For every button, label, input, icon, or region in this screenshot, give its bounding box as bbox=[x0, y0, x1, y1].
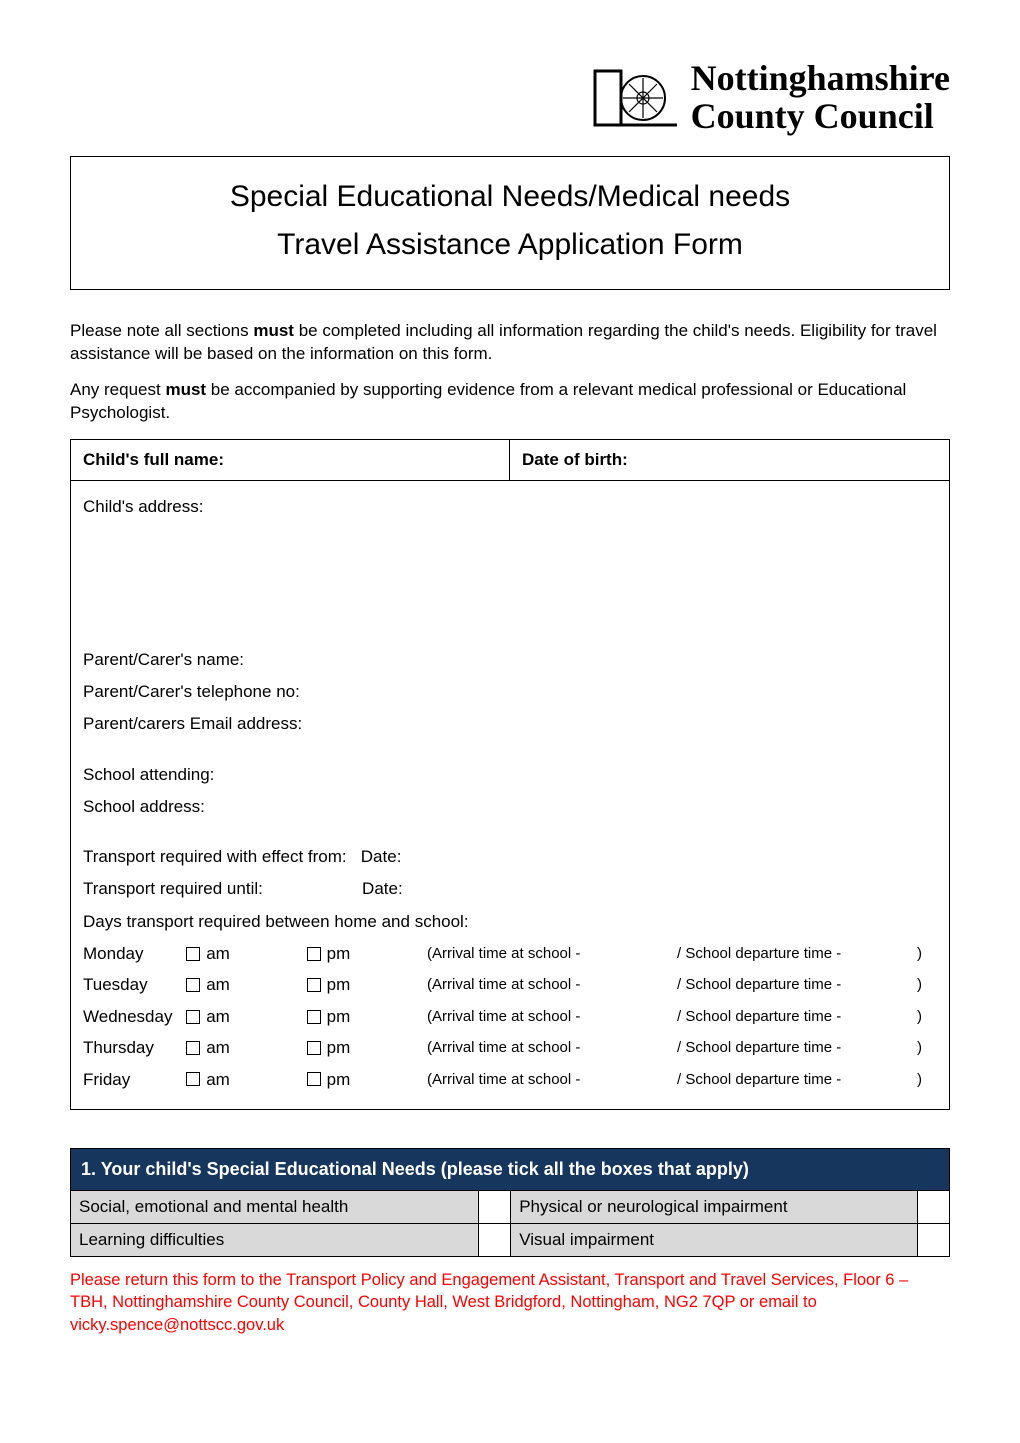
day-row-wednesday: Wednesday am pm (Arrival time at school … bbox=[83, 1001, 937, 1032]
departure-label: / School departure time - bbox=[677, 1003, 917, 1031]
departure-label: / School departure time - bbox=[677, 940, 917, 968]
parent-email-label: Parent/carers Email address: bbox=[83, 708, 937, 740]
need-visual-checkbox[interactable] bbox=[918, 1224, 950, 1257]
pm-label: pm bbox=[327, 1064, 351, 1095]
form-title-box: Special Educational Needs/Medical needs … bbox=[70, 156, 950, 290]
am-label: am bbox=[206, 938, 230, 969]
need-visual: Visual impairment bbox=[511, 1224, 918, 1257]
transport-from-label: Transport required with effect from: bbox=[83, 847, 347, 866]
council-logo-text: Nottinghamshire County Council bbox=[691, 60, 950, 136]
days-required-label: Days transport required between home and… bbox=[83, 906, 937, 938]
child-name-label: Child's full name: bbox=[71, 440, 510, 480]
am-label: am bbox=[206, 969, 230, 1000]
transport-until-label: Transport required until: bbox=[83, 879, 263, 898]
arrival-label: (Arrival time at school - bbox=[427, 1066, 677, 1094]
form-title-line1: Special Educational Needs/Medical needs bbox=[71, 173, 949, 221]
sen-needs-table: 1. Your child's Special Educational Need… bbox=[70, 1148, 950, 1257]
spacer bbox=[83, 741, 937, 759]
need-learning: Learning difficulties bbox=[71, 1224, 479, 1257]
friday-pm-checkbox[interactable] bbox=[307, 1072, 321, 1086]
council-logo: Nottinghamshire County Council bbox=[591, 60, 950, 136]
close-paren: ) bbox=[917, 1003, 937, 1031]
need-social-emotional: Social, emotional and mental health bbox=[71, 1191, 479, 1224]
am-label: am bbox=[206, 1064, 230, 1095]
instruction-paragraph-2: Any request must be accompanied by suppo… bbox=[70, 379, 950, 425]
transport-from-row: Transport required with effect from: Dat… bbox=[83, 841, 937, 873]
wednesday-pm-checkbox[interactable] bbox=[307, 1010, 321, 1024]
need-social-emotional-checkbox[interactable] bbox=[479, 1191, 511, 1224]
table-row: Learning difficulties Visual impairment bbox=[71, 1224, 950, 1257]
pm-label: pm bbox=[327, 1032, 351, 1063]
close-paren: ) bbox=[917, 971, 937, 999]
school-address-label: School address: bbox=[83, 791, 937, 823]
wednesday-am-checkbox[interactable] bbox=[186, 1010, 200, 1024]
day-row-tuesday: Tuesday am pm (Arrival time at school -/… bbox=[83, 969, 937, 1000]
pm-label: pm bbox=[327, 938, 351, 969]
day-row-friday: Friday am pm (Arrival time at school -/ … bbox=[83, 1064, 937, 1095]
p1-bold: must bbox=[253, 321, 294, 340]
main-form-box: Child's full name: Date of birth: Child'… bbox=[70, 439, 950, 1110]
section1-header: 1. Your child's Special Educational Need… bbox=[71, 1149, 950, 1191]
thursday-am-checkbox[interactable] bbox=[186, 1041, 200, 1055]
close-paren: ) bbox=[917, 1034, 937, 1062]
day-schedule-grid: Monday am pm (Arrival time at school -/ … bbox=[71, 938, 949, 1109]
parent-phone-label: Parent/Carer's telephone no: bbox=[83, 676, 937, 708]
name-dob-row: Child's full name: Date of birth: bbox=[71, 440, 949, 481]
p2-bold: must bbox=[165, 380, 206, 399]
dob-label: Date of birth: bbox=[510, 440, 949, 480]
departure-label: / School departure time - bbox=[677, 1066, 917, 1094]
thursday-pm-checkbox[interactable] bbox=[307, 1041, 321, 1055]
logo-line2: County Council bbox=[691, 98, 950, 136]
date-label-2: Date: bbox=[362, 879, 403, 898]
parent-name-label: Parent/Carer's name: bbox=[83, 644, 937, 676]
day-tuesday: Tuesday bbox=[83, 969, 186, 1000]
arrival-label: (Arrival time at school - bbox=[427, 971, 677, 999]
details-block: Child's address: Parent/Carer's name: Pa… bbox=[71, 481, 949, 938]
tuesday-pm-checkbox[interactable] bbox=[307, 978, 321, 992]
council-emblem-icon bbox=[591, 63, 681, 133]
pm-label: pm bbox=[327, 969, 351, 1000]
arrival-label: (Arrival time at school - bbox=[427, 940, 677, 968]
logo-line1: Nottinghamshire bbox=[691, 60, 950, 98]
child-address-label: Child's address: bbox=[83, 491, 937, 523]
table-row: Social, emotional and mental health Phys… bbox=[71, 1191, 950, 1224]
am-label: am bbox=[206, 1001, 230, 1032]
day-wednesday: Wednesday bbox=[83, 1001, 186, 1032]
friday-am-checkbox[interactable] bbox=[186, 1072, 200, 1086]
day-friday: Friday bbox=[83, 1064, 186, 1095]
day-thursday: Thursday bbox=[83, 1032, 186, 1063]
instruction-paragraph-1: Please note all sections must be complet… bbox=[70, 320, 950, 366]
school-attending-label: School attending: bbox=[83, 759, 937, 791]
tuesday-am-checkbox[interactable] bbox=[186, 978, 200, 992]
form-title-line2: Travel Assistance Application Form bbox=[71, 221, 949, 269]
p2-pre: Any request bbox=[70, 380, 165, 399]
return-address-footer: Please return this form to the Transport… bbox=[70, 1269, 950, 1336]
logo-row: Nottinghamshire County Council bbox=[70, 60, 950, 136]
transport-until-row: Transport required until: Date: bbox=[83, 873, 937, 905]
child-address-field[interactable] bbox=[83, 524, 937, 644]
day-row-thursday: Thursday am pm (Arrival time at school -… bbox=[83, 1032, 937, 1063]
need-physical-neuro-checkbox[interactable] bbox=[918, 1191, 950, 1224]
day-row-monday: Monday am pm (Arrival time at school -/ … bbox=[83, 938, 937, 969]
arrival-label: (Arrival time at school - bbox=[427, 1003, 677, 1031]
spacer bbox=[83, 823, 937, 841]
close-paren: ) bbox=[917, 1066, 937, 1094]
date-label-1: Date: bbox=[361, 847, 402, 866]
need-physical-neuro: Physical or neurological impairment bbox=[511, 1191, 918, 1224]
departure-label: / School departure time - bbox=[677, 971, 917, 999]
need-learning-checkbox[interactable] bbox=[479, 1224, 511, 1257]
am-label: am bbox=[206, 1032, 230, 1063]
arrival-label: (Arrival time at school - bbox=[427, 1034, 677, 1062]
departure-label: / School departure time - bbox=[677, 1034, 917, 1062]
p1-pre: Please note all sections bbox=[70, 321, 253, 340]
pm-label: pm bbox=[327, 1001, 351, 1032]
day-monday: Monday bbox=[83, 938, 186, 969]
monday-pm-checkbox[interactable] bbox=[307, 947, 321, 961]
close-paren: ) bbox=[917, 940, 937, 968]
monday-am-checkbox[interactable] bbox=[186, 947, 200, 961]
